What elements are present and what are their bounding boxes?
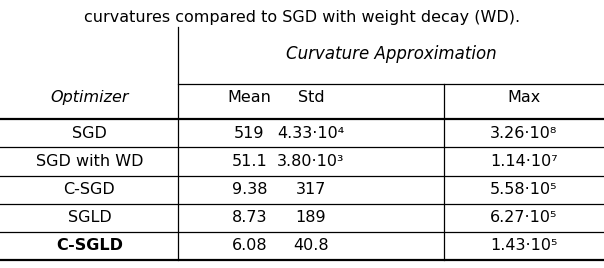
Text: 6.08: 6.08 [232,239,267,253]
Text: Max: Max [507,90,541,105]
Text: 1.43·10⁵: 1.43·10⁵ [490,239,557,253]
Text: 3.80·10³: 3.80·10³ [277,154,345,169]
Text: 189: 189 [296,210,326,225]
Text: SGLD: SGLD [68,210,111,225]
Text: curvatures compared to SGD with weight decay (WD).: curvatures compared to SGD with weight d… [84,10,520,25]
Text: 8.73: 8.73 [232,210,267,225]
Text: SGD: SGD [72,126,107,141]
Text: 5.58·10⁵: 5.58·10⁵ [490,182,557,197]
Text: Std: Std [298,90,324,105]
Text: Mean: Mean [228,90,271,105]
Text: 1.14·10⁷: 1.14·10⁷ [490,154,557,169]
Text: 40.8: 40.8 [294,239,329,253]
Text: 9.38: 9.38 [232,182,267,197]
Text: 51.1: 51.1 [231,154,268,169]
Text: SGD with WD: SGD with WD [36,154,143,169]
Text: 4.33·10⁴: 4.33·10⁴ [277,126,345,141]
Text: 6.27·10⁵: 6.27·10⁵ [490,210,557,225]
Text: C-SGD: C-SGD [63,182,115,197]
Text: 317: 317 [296,182,326,197]
Text: 3.26·10⁸: 3.26·10⁸ [490,126,557,141]
Text: 519: 519 [234,126,265,141]
Text: Optimizer: Optimizer [50,90,129,105]
Text: Curvature Approximation: Curvature Approximation [286,44,496,63]
Text: C-SGLD: C-SGLD [56,239,123,253]
